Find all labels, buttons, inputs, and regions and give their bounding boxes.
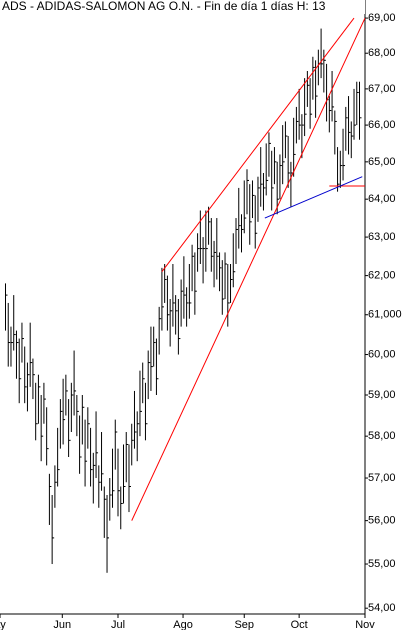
y-tick-label: 59,00 — [368, 389, 396, 401]
y-tick-label: 60,00 — [368, 348, 396, 360]
chart-title: ADS - ADIDAS-SALOMON AG O.N. - Fin de dí… — [2, 0, 326, 13]
y-tick-label: 54,00 — [368, 602, 396, 614]
y-tick-label: 67,00 — [368, 83, 396, 95]
y-tick-label: 61,000 — [368, 309, 402, 321]
y-tick-label: 68,00 — [368, 47, 396, 59]
title-background — [0, 0, 365, 14]
y-tick-label: 55,00 — [368, 558, 396, 570]
x-tick-label: Jul — [111, 619, 125, 630]
y-tick-label: 65,00 — [368, 156, 396, 168]
x-tick-label: Oct — [291, 619, 308, 630]
x-tick-label: ay — [0, 619, 6, 630]
y-tick-label: 63,00 — [368, 231, 396, 243]
y-tick-label: 64,00 — [368, 193, 396, 205]
trend-line — [131, 17, 366, 521]
y-tick-label: 56,00 — [368, 515, 396, 527]
y-tick-label: 69,00 — [368, 12, 396, 24]
x-tick-label: Sep — [234, 619, 254, 630]
plot-area — [4, 17, 366, 573]
y-tick-label: 66,00 — [368, 119, 396, 131]
y-tick-label: 62,00 — [368, 270, 396, 282]
y-tick-label: 58,00 — [368, 430, 396, 442]
x-tick-label: Nov — [355, 619, 375, 630]
x-tick-label: Ago — [173, 619, 193, 630]
x-tick-label: Jun — [53, 619, 71, 630]
trend-line — [161, 17, 355, 273]
y-tick-label: 57,00 — [368, 472, 396, 484]
trend-line — [264, 176, 363, 219]
